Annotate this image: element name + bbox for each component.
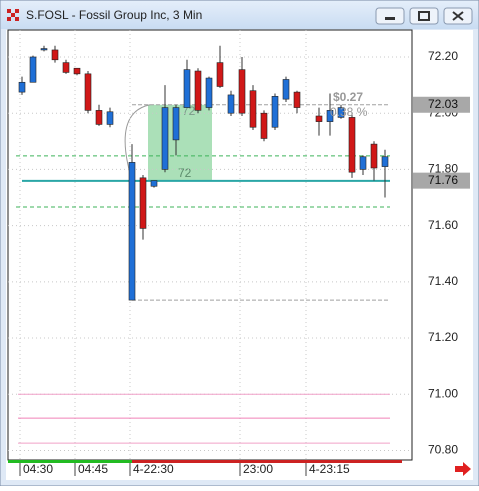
candle-body [359, 156, 367, 170]
candle-body [337, 107, 345, 118]
candle-body [128, 162, 136, 301]
x-tick-label: 04:45 [78, 462, 108, 476]
candle-body [194, 70, 202, 111]
candle-body [62, 62, 70, 73]
price-marker-label: 71.76 [428, 173, 458, 187]
candle-body [172, 107, 180, 141]
zone-label: 72 [178, 166, 192, 180]
candle-body [29, 56, 37, 83]
y-tick-label: 71.60 [428, 218, 458, 232]
candle-body [139, 177, 147, 229]
candle-body [205, 77, 213, 108]
scroll-arrow[interactable] [455, 462, 471, 476]
candle-body [95, 110, 103, 125]
candle-body [282, 79, 290, 100]
candle-body [18, 81, 26, 93]
candle-body [216, 62, 224, 87]
maximize-button[interactable] [409, 7, 439, 25]
measure-percent: 0.38 % [330, 105, 368, 119]
measure-curve [124, 104, 151, 181]
candle-body [326, 110, 334, 122]
price-marker [413, 172, 470, 189]
price-marker-label: 72.03 [428, 97, 458, 111]
candle-body [381, 156, 389, 167]
measure-amount: $0.27 [333, 90, 363, 104]
y-tick-label: 71.40 [428, 274, 458, 288]
candle-body [271, 96, 279, 128]
candle-body [260, 112, 268, 139]
candle-body [51, 49, 59, 61]
zone [148, 104, 212, 181]
x-tick-label: 4-22:30 [133, 462, 174, 476]
session-bar [132, 460, 402, 463]
minimize-button[interactable] [375, 7, 405, 25]
y-tick-label: 72.20 [428, 49, 458, 63]
candle-body [150, 180, 158, 187]
y-tick-label: 71.00 [428, 386, 458, 400]
candle-body [161, 107, 169, 170]
candle-body [84, 73, 92, 111]
candle-body [249, 90, 257, 128]
candle-body [227, 94, 235, 114]
price-marker [413, 96, 470, 113]
session-bar [8, 460, 132, 463]
app-icon [7, 9, 19, 21]
x-tick-label: 23:00 [243, 462, 273, 476]
close-button[interactable] [443, 7, 473, 25]
candle-body [106, 111, 114, 125]
candle-body [73, 67, 81, 75]
x-tick-label: 04:30 [23, 462, 53, 476]
candle-body [315, 115, 323, 122]
candle-body [293, 91, 301, 108]
y-tick-label: 71.20 [428, 330, 458, 344]
window-title: S.FOSL - Fossil Group Inc, 3 Min [26, 8, 202, 22]
y-tick-label: 71.80 [428, 162, 458, 176]
x-tick-label: 4-23:15 [309, 462, 350, 476]
candle-body [238, 69, 246, 114]
candle-body [40, 48, 48, 51]
candle-body [183, 69, 191, 108]
candle-body [370, 143, 378, 169]
candle-body [348, 117, 356, 173]
y-tick-label: 70.80 [428, 443, 458, 457]
